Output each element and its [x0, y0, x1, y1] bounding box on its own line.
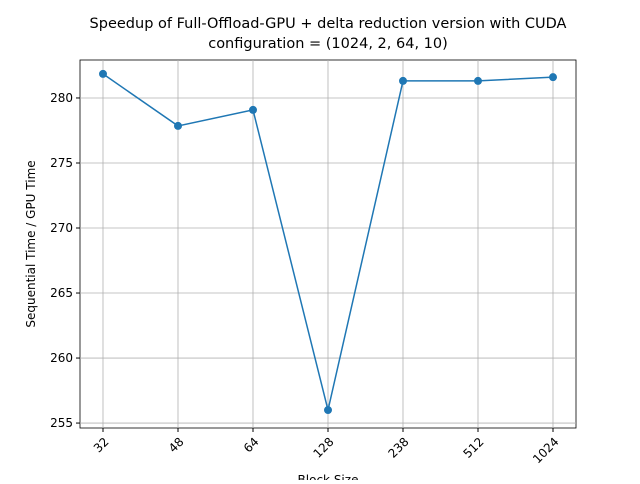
- marker: [399, 76, 407, 85]
- marker: [324, 406, 332, 415]
- marker: [249, 105, 257, 114]
- y-axis-label: Sequential Time / GPU Time: [24, 160, 38, 327]
- y-tick-label: 255: [50, 416, 73, 430]
- x-tick-label: 48: [166, 435, 187, 456]
- x-tick-label: 32: [91, 435, 112, 456]
- x-tick-label: 238: [385, 435, 411, 461]
- chart-title: Speedup of Full-Offload-GPU + delta redu…: [90, 16, 567, 32]
- y-tick-label: 275: [50, 156, 73, 170]
- marker: [474, 76, 482, 85]
- x-tick-label: 1024: [530, 435, 561, 466]
- x-tick-label: 64: [241, 435, 262, 456]
- x-tick-label: 512: [460, 435, 486, 461]
- x-axis-label: Block Size: [298, 473, 359, 480]
- y-tick-label: 280: [50, 91, 73, 105]
- y-tick-label: 260: [50, 351, 73, 365]
- y-tick-label: 265: [50, 286, 73, 300]
- x-tick-label: 128: [310, 435, 336, 461]
- y-tick-label: 270: [50, 221, 73, 235]
- marker: [549, 73, 557, 82]
- marker: [174, 121, 182, 130]
- marker: [99, 69, 107, 78]
- chart-subtitle: configuration = (1024, 2, 64, 10): [208, 36, 448, 52]
